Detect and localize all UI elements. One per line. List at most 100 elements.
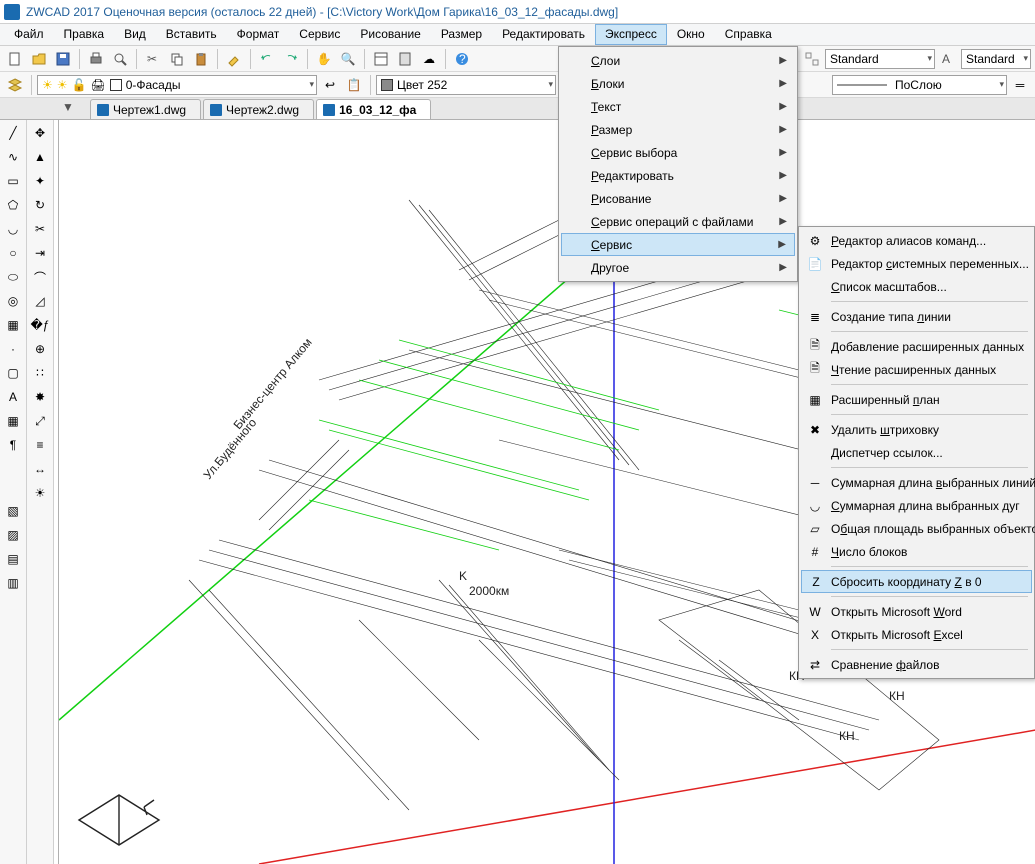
- draw-circle-button[interactable]: ○: [2, 242, 24, 264]
- draw-region-button[interactable]: ▢: [2, 362, 24, 384]
- menu-экспресс[interactable]: Экспресс: [595, 24, 667, 45]
- modify-stretch-button[interactable]: ↔: [29, 458, 51, 480]
- modify-trim-button[interactable]: ✂: [29, 218, 51, 240]
- service-Создание-типа-линии[interactable]: ≣Создание типа линии: [801, 305, 1032, 328]
- draw-polygon-button[interactable]: ⬠: [2, 194, 24, 216]
- service-Число-блоков[interactable]: #Число блоков: [801, 540, 1032, 563]
- menu-файл[interactable]: Файл: [4, 24, 54, 45]
- modify-scale-button[interactable]: ⤢: [29, 410, 51, 432]
- modify-extend-button[interactable]: ⇥: [29, 242, 51, 264]
- dimstyle-icon[interactable]: [801, 48, 823, 70]
- tab-Чертеж2.dwg[interactable]: Чертеж2.dwg: [203, 99, 314, 119]
- menu-окно[interactable]: Окно: [667, 24, 715, 45]
- linetype-combo[interactable]: ПоСлою ▾: [832, 75, 1007, 95]
- express-Редактировать[interactable]: Редактировать▶: [561, 164, 795, 187]
- express-Сервис[interactable]: Сервис▶: [561, 233, 795, 256]
- service-Суммарная-длина-выбранных-линий[interactable]: ─Суммарная длина выбранных линий: [801, 471, 1032, 494]
- service-Суммарная-длина-выбранных-дуг[interactable]: ◡Суммарная длина выбранных дуг: [801, 494, 1032, 517]
- modify-grip-button[interactable]: ✦: [29, 170, 51, 192]
- service-Сравнение-файлов[interactable]: ⇄Сравнение файлов: [801, 653, 1032, 676]
- undo-button[interactable]: [256, 48, 278, 70]
- service-Удалить-штриховку[interactable]: ✖Удалить штриховку: [801, 418, 1032, 441]
- color-combo[interactable]: Цвет 252 ▾: [376, 75, 556, 95]
- modify-chamfer-button[interactable]: ◿: [29, 290, 51, 312]
- cloud-button[interactable]: ☁: [418, 48, 440, 70]
- menu-вид[interactable]: Вид: [114, 24, 156, 45]
- modify-array-button[interactable]: ∷: [29, 362, 51, 384]
- dimstyle-combo[interactable]: Standard▾: [825, 49, 935, 69]
- service-Общая-площадь-выбранных-объектов[interactable]: ▱Общая площадь выбранных объектов: [801, 517, 1032, 540]
- draw-ellipse-button[interactable]: ⬭: [2, 266, 24, 288]
- modify-join-button[interactable]: ⊕: [29, 338, 51, 360]
- menu-рисование[interactable]: Рисование: [350, 24, 430, 45]
- draw-rect-button[interactable]: ▭: [2, 170, 24, 192]
- draw-hatch-button[interactable]: ▦: [2, 314, 24, 336]
- service-Расширенный-план[interactable]: ▦Расширенный план: [801, 388, 1032, 411]
- preview-button[interactable]: [109, 48, 131, 70]
- modify-rotate-button[interactable]: ↻: [29, 194, 51, 216]
- menu-формат[interactable]: Формат: [227, 24, 290, 45]
- modify-break-button[interactable]: �ƒ: [29, 314, 51, 336]
- lineweight-icon[interactable]: ═: [1009, 74, 1031, 96]
- draw-arc-button[interactable]: ◡: [2, 218, 24, 240]
- service-Диспетчер-ссылок...[interactable]: Диспетчер ссылок...: [801, 441, 1032, 464]
- service-Сбросить-координату-Z-в-0[interactable]: ZСбросить координату Z в 0: [801, 570, 1032, 593]
- draw-line-button[interactable]: ╱: [2, 122, 24, 144]
- textstyle-icon[interactable]: A: [937, 48, 959, 70]
- layerutil-layer2[interactable]: ▨: [2, 524, 24, 546]
- zoom-button[interactable]: 🔍: [337, 48, 359, 70]
- menu-размер[interactable]: Размер: [431, 24, 492, 45]
- tab-Чертеж1.dwg[interactable]: Чертеж1.dwg: [90, 99, 201, 119]
- props-button[interactable]: [370, 48, 392, 70]
- calc-button[interactable]: [394, 48, 416, 70]
- modify-explode-button[interactable]: ✸: [29, 386, 51, 408]
- layer-combo[interactable]: ☀ ☀ 🔓 🖨 0-Фасады ▾: [37, 75, 317, 95]
- service-Открыть-Microsoft-Word[interactable]: WОткрыть Microsoft Word: [801, 600, 1032, 623]
- help-button[interactable]: ?: [451, 48, 473, 70]
- draw-donut-button[interactable]: ◎: [2, 290, 24, 312]
- layerutil-layer3[interactable]: ▤: [2, 548, 24, 570]
- modify-fillet-button[interactable]: ⌒: [29, 266, 51, 288]
- layer-prev-icon[interactable]: ↩: [319, 74, 341, 96]
- pan-button[interactable]: ✋: [313, 48, 335, 70]
- draw-mtext-button[interactable]: ¶: [2, 434, 24, 456]
- match-button[interactable]: [223, 48, 245, 70]
- modify-sun-button[interactable]: ☀: [29, 482, 51, 504]
- menu-справка[interactable]: Справка: [715, 24, 782, 45]
- express-Слои[interactable]: Слои▶: [561, 49, 795, 72]
- express-Размер[interactable]: Размер▶: [561, 118, 795, 141]
- layer-list-icon[interactable]: 📋: [343, 74, 365, 96]
- draw-spline-button[interactable]: ∿: [2, 146, 24, 168]
- express-Текст[interactable]: Текст▶: [561, 95, 795, 118]
- draw-text-button[interactable]: A: [2, 386, 24, 408]
- layerutil-layer4[interactable]: ▥: [2, 572, 24, 594]
- layer-manager-icon[interactable]: [4, 74, 26, 96]
- tab-16_03_12_фа[interactable]: 16_03_12_фа: [316, 99, 431, 119]
- modify-offset-button[interactable]: ≡: [29, 434, 51, 456]
- express-Другое[interactable]: Другое▶: [561, 256, 795, 279]
- express-Сервис выбора[interactable]: Сервис выбора▶: [561, 141, 795, 164]
- modify-mirror-button[interactable]: ▲: [29, 146, 51, 168]
- textstyle-combo[interactable]: Standard▾: [961, 49, 1031, 69]
- redo-button[interactable]: [280, 48, 302, 70]
- express-Рисование[interactable]: Рисование▶: [561, 187, 795, 210]
- save-button[interactable]: [52, 48, 74, 70]
- menu-вставить[interactable]: Вставить: [156, 24, 227, 45]
- draw-table-button[interactable]: ▦: [2, 410, 24, 432]
- copy-button[interactable]: [166, 48, 188, 70]
- menu-правка[interactable]: Правка: [54, 24, 115, 45]
- layerutil-layer1[interactable]: ▧: [2, 500, 24, 522]
- print-button[interactable]: [85, 48, 107, 70]
- draw-point-button[interactable]: ·: [2, 338, 24, 360]
- menu-сервис[interactable]: Сервис: [289, 24, 350, 45]
- new-button[interactable]: [4, 48, 26, 70]
- service-Открыть-Microsoft-Excel[interactable]: XОткрыть Microsoft Excel: [801, 623, 1032, 646]
- service-Редактор-алиасов-команд...[interactable]: ⚙Редактор алиасов команд...: [801, 229, 1032, 252]
- service-Добавление-расширенных-данных[interactable]: 🗎Добавление расширенных данных: [801, 335, 1032, 358]
- paste-button[interactable]: [190, 48, 212, 70]
- open-button[interactable]: [28, 48, 50, 70]
- express-Блоки[interactable]: Блоки▶: [561, 72, 795, 95]
- express-Сервис операций с файлами[interactable]: Сервис операций с файлами▶: [561, 210, 795, 233]
- cut-button[interactable]: ✂: [142, 48, 164, 70]
- service-Список-масштабов...[interactable]: Список масштабов...: [801, 275, 1032, 298]
